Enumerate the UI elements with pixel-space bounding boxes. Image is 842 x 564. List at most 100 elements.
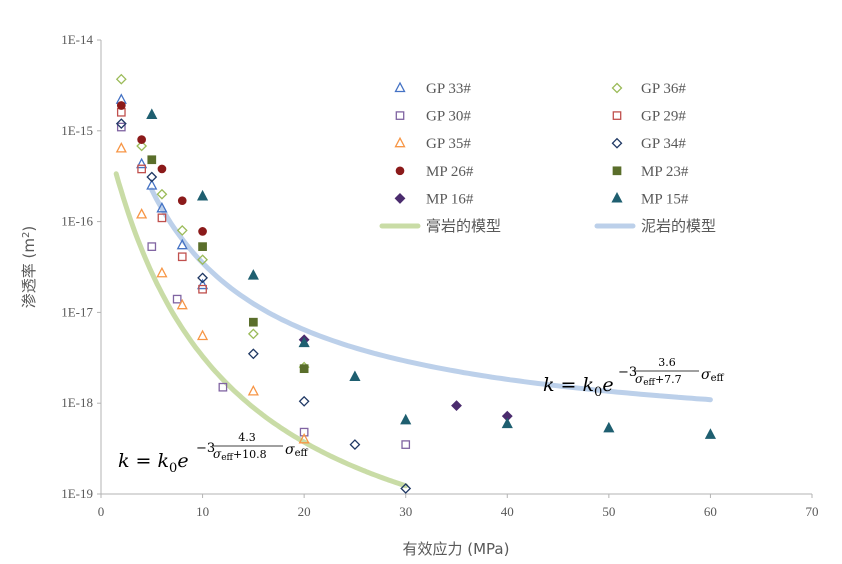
x-tick-label: 0 [98,504,105,519]
mp15-point [704,428,717,439]
svg-text:k = k0e: k = k0e [543,374,614,400]
eq2-den-sub: eff [643,378,655,388]
eq2-e: e [602,374,613,396]
mp15-legend-label: MP 15# [641,191,689,207]
mp15-point [501,417,513,429]
mp15-point [146,108,158,119]
gp34-point [349,439,361,451]
gypsum-model-equation: k = k0e −3 4.3 σeff+10.8 σeff [118,431,308,476]
gp34-point [115,118,127,130]
mp26-legend-label: MP 26# [426,164,474,180]
mp23-point [147,155,157,165]
eq1-e: e [177,450,188,472]
eq2-exp-prefix: −3 [618,365,637,380]
svg-text:σeff: σeff [701,367,724,384]
eq2-lhs: k = k [543,374,594,396]
gp35-point [176,298,188,310]
y-tick-label: 1E-14 [61,32,93,47]
y-tick-label: 1E-16 [61,214,93,229]
mp15-legend-marker [611,192,623,203]
mp26-point [177,196,187,206]
gp34-point [298,395,310,407]
gp36-legend-marker [611,82,623,94]
eq2-sub0: 0 [594,385,602,400]
gp35-point [298,432,310,444]
gp33-point [146,179,158,190]
eq2-tail-sub: eff [711,373,725,384]
mudstone-model-legend-label: 泥岩的模型 [641,217,716,235]
eq1-den-tail: +10.8 [233,448,267,461]
y-tick-label: 1E-19 [61,486,93,501]
x-tick-label: 60 [704,504,717,519]
gp36-point [115,73,127,85]
mp15-point [298,336,310,348]
gp36-point [247,328,259,340]
mp23-point [249,317,258,327]
x-tick-label: 10 [196,504,209,519]
mp15-point [349,370,361,382]
gp35-point [115,142,127,153]
gp36-point [156,188,168,200]
gp36-legend-label: GP 36# [641,81,686,97]
gp34-point [247,348,259,360]
eq1-den-sub: eff [221,453,233,463]
y-tick-label: 1E-17 [61,304,93,319]
gp33-point [136,157,148,169]
gp34-point [197,272,208,284]
mp26-legend-marker [395,166,405,176]
gp29-point [177,252,187,262]
mudstone-model-curve [149,187,713,403]
gp29-point [137,164,146,174]
gp30-legend-marker [395,111,405,120]
axes [100,40,812,495]
eq1-num: 4.3 [238,431,256,444]
gp34-legend-marker [611,137,623,149]
x-tick-label: 70 [806,504,819,519]
mp26-point [137,135,146,144]
gp30-point [218,382,228,392]
eq2-den: σ [635,372,644,386]
x-tick-label: 20 [298,504,311,519]
x-tick-label: 40 [501,504,514,519]
eq2-num: 3.6 [658,356,676,369]
gp35-point [247,384,259,396]
eq1-exp-prefix: −3 [196,441,215,456]
mp16-legend-label: MP 16# [426,191,474,207]
x-axis-title: 有效应力 (MPa) [403,540,510,558]
mp15-point [400,413,412,425]
gp29-point [198,284,207,294]
eq1-den: σ [213,447,222,461]
gp35-legend-marker [394,136,406,148]
gp33-point [196,278,209,290]
mp16-legend-marker [394,192,406,204]
gp34-legend-label: GP 34# [641,136,686,152]
mp26-point [157,164,167,174]
gp35-point [136,208,148,219]
data-points [115,73,717,494]
gp30-point [116,122,126,132]
gp36-point [136,140,148,152]
tick-labels: 0 10 20 30 40 50 60 70 1E-19 1E-18 1E-17 1E-16 1E-15… [61,32,818,519]
gp30-point [401,440,411,449]
gp30-point [172,294,182,304]
gp33-legend-marker [394,81,406,93]
mp15-point [603,421,615,433]
y-tick-label: 1E-18 [61,395,93,410]
svg-text:σeff+10.8: σeff+10.8 [213,447,267,463]
x-tick-label: 50 [602,504,615,519]
gp29-legend-marker [612,111,622,120]
eq1-sub0: 0 [169,461,177,476]
legend: GP 33# GP 36# GP 30# GP 29# GP 35# GP 34# MP 2… [379,81,716,235]
gypsum-model-legend-label: 膏岩的模型 [426,217,501,235]
eq1-tail-sub: eff [295,448,309,459]
gp34-point [146,171,158,183]
gp30-point [147,242,157,251]
eq2-tail: σ [701,367,711,383]
gp36-point [176,224,188,236]
mp15-point [247,269,259,280]
gp33-legend-label: GP 33# [426,81,471,97]
mp23-point [198,242,207,251]
gp35-legend-label: GP 35# [426,136,471,152]
gp35-point [156,266,168,278]
